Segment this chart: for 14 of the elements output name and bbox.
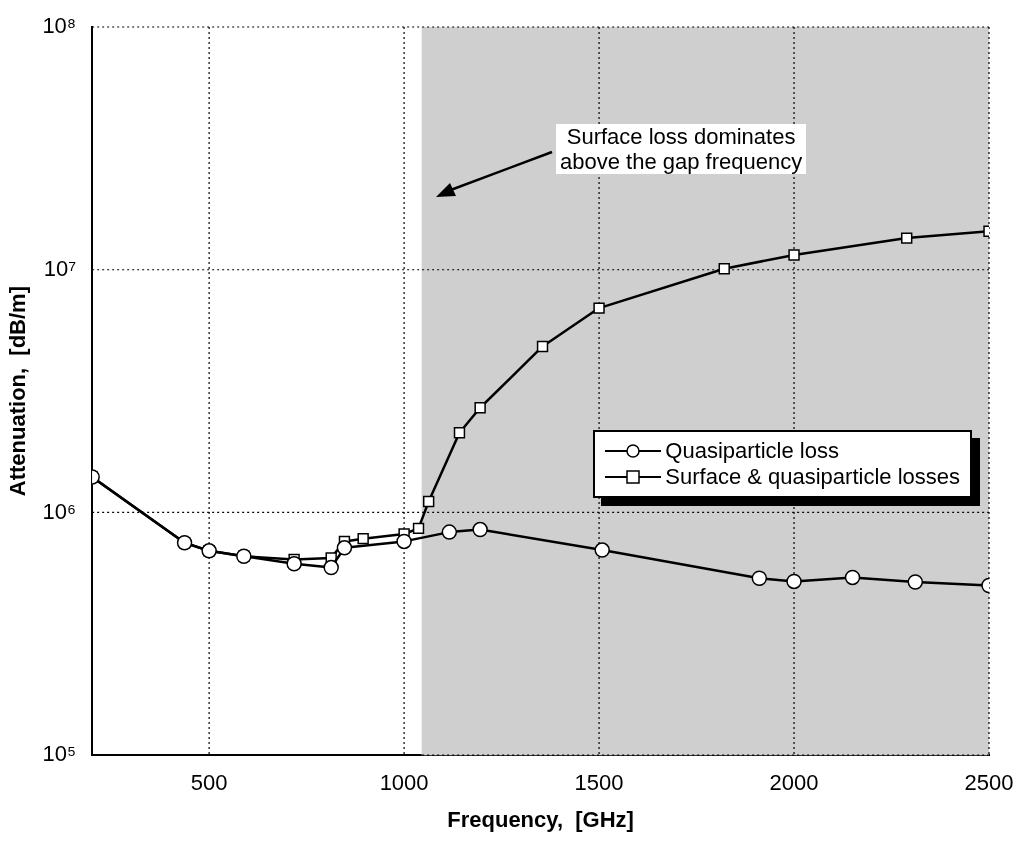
y-tick-label: 10⁶ (42, 498, 77, 524)
annotation: Surface loss dominates above the gap frequency (556, 124, 807, 174)
x-axis-title: Frequency, [GHz] (447, 806, 634, 832)
y-axis-title: Attenuation, [dB/m] (5, 286, 31, 497)
x-tick-label: 2000 (769, 770, 819, 796)
legend-label: Surface & quasiparticle losses (665, 464, 960, 490)
x-tick-label: 1000 (379, 770, 429, 796)
x-tick-label: 1500 (574, 770, 624, 796)
legend-label: Quasiparticle loss (665, 438, 839, 464)
x-tick-label: 2500 (964, 770, 1014, 796)
y-tick-label: 10⁷ (43, 255, 77, 281)
y-tick-label: 10⁸ (42, 13, 77, 39)
y-tick-label: 10⁵ (42, 741, 77, 767)
x-tick-label: 500 (190, 770, 228, 796)
